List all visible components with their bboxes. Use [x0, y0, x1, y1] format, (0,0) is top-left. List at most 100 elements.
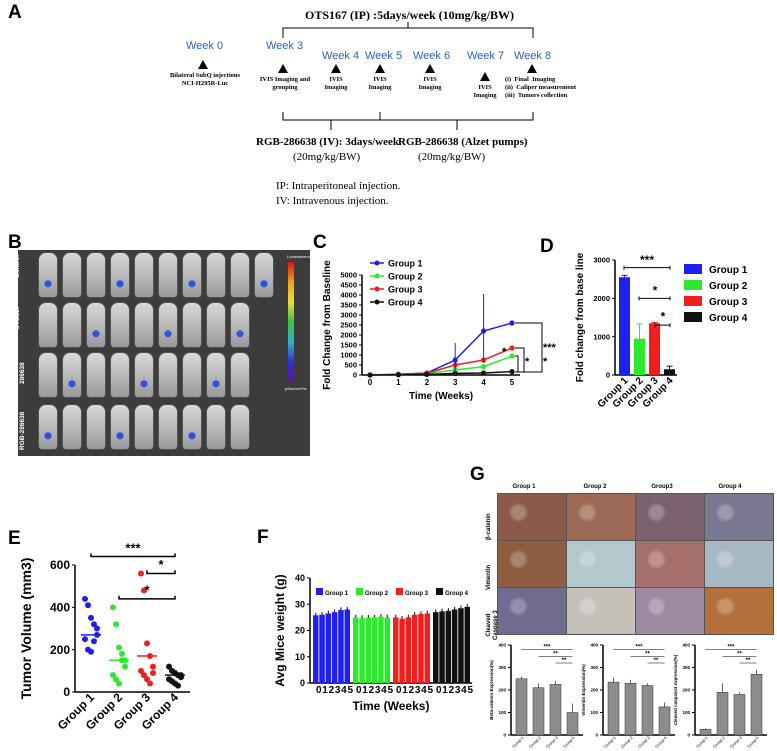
week-4-marker — [331, 64, 341, 73]
chart-f-bar-group-3 — [418, 613, 424, 683]
chart-g-bar — [624, 683, 637, 736]
chart-g1-y-tick-label: 200 — [498, 688, 506, 693]
chart-e-point-group-2 — [110, 604, 116, 611]
chart-c-y-tick-label: 3000 — [340, 311, 357, 320]
chart-f-x-tick-label: 5 — [387, 685, 393, 696]
chart-g-x-tick-label: Group 1 — [695, 735, 709, 749]
mouse-row-combo — [38, 404, 250, 452]
mouse-image — [206, 352, 226, 398]
mouse-image — [206, 302, 226, 348]
chart-f-bar-group-2 — [353, 617, 359, 683]
chart-c-y-tick-label: 1000 — [340, 351, 357, 360]
chart-d-bar-group-4 — [664, 369, 675, 375]
chart-c-sig-bracket — [515, 347, 525, 373]
chart-c-legend-label: Group 1 — [388, 259, 423, 269]
chart-e-point-group-1 — [91, 621, 97, 628]
chart-f-x-tick-label: 4 — [421, 685, 427, 696]
chart-d-legend-swatch — [684, 264, 702, 274]
chart-g-sig-label: ** — [737, 651, 742, 657]
panel-a-timeline — [282, 22, 534, 130]
chart-c-y-tick-label: 500 — [344, 361, 357, 370]
chart-d-legend-label: Group 1 — [709, 265, 748, 276]
ihc-image — [635, 587, 705, 635]
event-week-4: IVIS Imaging — [324, 76, 348, 91]
chart-d-sig-label: *** — [640, 253, 654, 267]
chart-f-x-tick-label: 2 — [369, 685, 375, 696]
chart-f-bar-group-1 — [313, 615, 319, 683]
ihc-image — [704, 540, 774, 588]
chart-g-bar — [532, 687, 545, 736]
chart-f-bar-group-2 — [378, 616, 384, 683]
mouse-image — [38, 352, 58, 398]
chart-f-legend-label: Group 4 — [445, 591, 469, 597]
chart-f-legend-swatch — [316, 588, 323, 595]
chart-g-bar — [566, 712, 579, 736]
chart-d-sig-bracket — [623, 265, 671, 270]
chart-e-point-group-2 — [113, 621, 119, 628]
ihc-row-label: Vimentin — [486, 564, 492, 590]
chart-g-sig-label: ** — [746, 658, 751, 664]
chart-g1-y-tick-label: 100 — [498, 710, 506, 715]
mouse-image — [86, 404, 106, 450]
chart-g-bar — [515, 678, 528, 736]
chart-e-point-group-1 — [85, 602, 91, 609]
chart-f-bar-group-1 — [319, 614, 325, 683]
chart-f-bar-group-4 — [451, 609, 458, 683]
chart-f-x-tick-label: 1 — [362, 685, 368, 696]
week-7-marker — [480, 72, 490, 81]
chart-d-legend-swatch — [684, 312, 702, 322]
mouse-image — [182, 352, 202, 398]
chart-d-bar-group-3 — [649, 323, 660, 375]
ihc-image — [497, 540, 567, 588]
week-6-marker — [425, 64, 435, 73]
chart-d-bar-group-1 — [619, 277, 630, 375]
chart-e-point-group-1 — [82, 595, 88, 602]
chart-f-legend-swatch — [436, 588, 443, 595]
chart-e-point-group-3 — [138, 570, 144, 577]
chart-c-point — [481, 364, 487, 370]
chart-g3-y-tick-label: 100 — [682, 710, 690, 715]
chart-e-point-group-4 — [175, 682, 181, 689]
chart-g2-y-tick-label: 400 — [590, 643, 598, 648]
chart-d-legend-label: Group 4 — [709, 313, 748, 324]
chart-g-x-tick-label: Group 3 — [729, 735, 743, 749]
chart-f-x-tick-label: 1 — [442, 685, 448, 696]
chart-f-x-tick-label: 0 — [316, 685, 322, 696]
chart-e-point-group-3 — [150, 669, 156, 676]
ihc-image — [566, 587, 636, 635]
chart-e-point-group-2 — [116, 644, 122, 651]
chart-g3-y-tick-label: 400 — [682, 643, 690, 648]
ihc-image — [566, 540, 636, 588]
mouse-image — [134, 252, 154, 298]
event-week-7: IVIS Imaging — [473, 84, 497, 99]
chart-e-point-group-2 — [110, 672, 116, 679]
chart-c-y-tick-label: 2500 — [340, 321, 357, 330]
chart-g1-y-tick-label: 0 — [503, 733, 506, 738]
chart-g2-y-tick-label: 200 — [590, 688, 598, 693]
chart-e-point-group-1 — [91, 638, 97, 645]
chart-g-x-tick-label: Group 3 — [637, 735, 651, 749]
chart-f-x-tick-label: 0 — [396, 685, 402, 696]
chart-f-x-tick-label: 0 — [356, 685, 362, 696]
chart-e-point-group-4 — [166, 663, 172, 670]
week-6-label: Week 6 — [413, 50, 451, 62]
chart-f-x-tick-label: 4 — [341, 685, 347, 696]
chart-g-x-tick-label: Group 4 — [654, 735, 668, 749]
chart-f-bar-group-3 — [424, 613, 430, 683]
chart-d-y-label: Fold change from base line — [575, 252, 586, 382]
mouse-image — [230, 252, 250, 298]
chart-d-sig-label: * — [661, 310, 666, 324]
chart-f-x-tick-label: 2 — [409, 685, 415, 696]
luminescence-colorbar — [288, 262, 294, 382]
mouse-row-rgb — [38, 352, 250, 400]
chart-d-bar-group-2 — [634, 338, 645, 375]
chart-d-legend-swatch — [684, 280, 702, 290]
week-0-label: Week 0 — [186, 40, 224, 52]
chart-d-legend-swatch — [684, 296, 702, 306]
chart-f-y-tick-label: 30 — [295, 599, 305, 609]
event-week-6: IVIS Imaging — [418, 76, 442, 91]
chart-g2-y-tick-label: 300 — [590, 665, 598, 670]
panel-letter-g: G — [470, 464, 485, 485]
chart-g-bar — [658, 706, 671, 736]
